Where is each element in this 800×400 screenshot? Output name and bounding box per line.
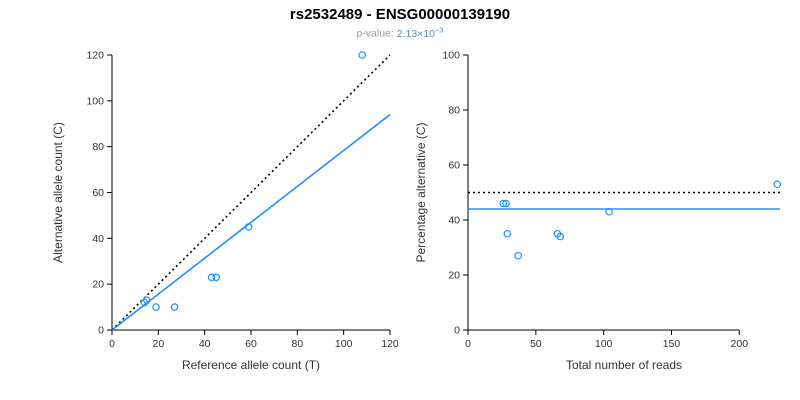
y-axis-label: Alternative allele count (C)	[51, 122, 65, 263]
data-point	[502, 199, 510, 208]
identity-line-50pct	[111, 54, 391, 331]
svg-text:60: 60	[245, 338, 257, 350]
ref-vs-alt-scatter: 0 20 40 60 80 100 120 0 20 40 60 80 100 120 Reference …	[51, 50, 399, 373]
svg-text:40: 40	[92, 233, 104, 245]
data-point	[605, 207, 613, 216]
svg-text:0: 0	[454, 325, 460, 337]
svg-text:80: 80	[92, 141, 104, 153]
svg-text:120: 120	[381, 338, 399, 350]
reads-vs-percentage-scatter: 0 50 100 150 200 0 20 40 60 80 100 Total number of …	[414, 50, 782, 372]
svg-text:40: 40	[448, 215, 460, 227]
chart-title: rs2532489 - ENSG00000139190	[289, 6, 511, 23]
svg-text:0: 0	[109, 338, 115, 350]
data-point	[207, 273, 216, 282]
svg-text:100: 100	[442, 50, 460, 62]
data-point	[212, 273, 221, 282]
pvalue-label: p-value:	[356, 27, 394, 40]
data-point	[514, 251, 522, 260]
data-point	[140, 298, 149, 307]
svg-text:20: 20	[92, 279, 104, 291]
data-point	[503, 229, 512, 238]
svg-text:40: 40	[199, 338, 211, 350]
x-axis-label: Reference allele count (T)	[182, 358, 320, 372]
x-axis-label: Total number of reads	[566, 358, 682, 372]
svg-text:200: 200	[731, 338, 749, 350]
y-axis-label: Percentage alternative (C)	[414, 122, 428, 262]
pvalue-value: 2.13×10−3	[396, 25, 444, 40]
svg-text:20: 20	[448, 270, 460, 282]
svg-text:0: 0	[465, 338, 471, 350]
svg-text:80: 80	[448, 105, 460, 117]
data-point	[556, 232, 565, 241]
svg-text:100: 100	[86, 95, 104, 107]
svg-text:120: 120	[86, 50, 104, 62]
data-point	[244, 223, 253, 231]
svg-text:80: 80	[291, 338, 303, 350]
data-point	[773, 180, 782, 189]
svg-text:60: 60	[448, 160, 460, 172]
svg-text:50: 50	[530, 338, 542, 350]
data-point	[358, 51, 367, 59]
svg-text:100: 100	[335, 338, 353, 350]
data-point	[142, 296, 151, 305]
data-point	[170, 303, 179, 311]
svg-text:0: 0	[98, 325, 104, 337]
svg-text:20: 20	[152, 338, 164, 350]
fit-line	[111, 113, 391, 331]
svg-text:100: 100	[595, 338, 613, 350]
chart-subtitle: p-value: 2.13×10−3	[0, 25, 800, 40]
data-point	[152, 303, 160, 311]
svg-text:60: 60	[92, 187, 104, 199]
svg-text:150: 150	[663, 338, 681, 350]
data-point	[499, 199, 508, 208]
